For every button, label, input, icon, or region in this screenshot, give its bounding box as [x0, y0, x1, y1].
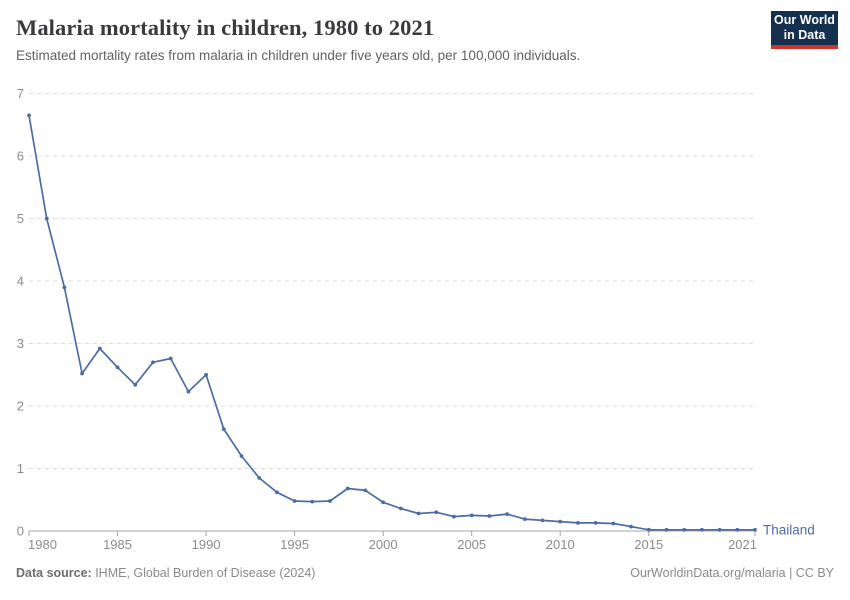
owid-logo[interactable]: Our World in Data	[771, 11, 838, 49]
y-tick-label: 3	[17, 336, 24, 351]
y-tick-label: 0	[17, 524, 24, 539]
x-tick-label: 2000	[369, 537, 398, 552]
data-point	[576, 521, 580, 525]
data-point	[44, 216, 49, 221]
data-point	[328, 499, 332, 503]
data-point	[239, 454, 244, 458]
chart-subtitle: Estimated mortality rates from malaria i…	[16, 48, 581, 63]
data-point	[62, 285, 67, 290]
data-source-value: IHME, Global Burden of Disease (2024)	[91, 566, 316, 580]
owid-logo-line2: in Data	[783, 28, 826, 42]
data-point	[310, 499, 315, 504]
data-point	[753, 527, 757, 532]
data-point	[133, 382, 138, 387]
data-point	[469, 513, 474, 518]
owid-logo-line1: Our World	[774, 13, 835, 27]
y-tick-label: 1	[17, 461, 24, 476]
data-point	[717, 527, 722, 532]
chart-header: Malaria mortality in children, 1980 to 2…	[16, 14, 740, 65]
data-source: Data source: IHME, Global Burden of Dise…	[16, 566, 315, 580]
y-tick-label: 4	[17, 274, 24, 289]
data-point	[682, 527, 687, 532]
data-point	[664, 527, 669, 532]
data-point	[399, 506, 403, 511]
data-point	[611, 521, 616, 526]
data-point	[540, 518, 545, 523]
data-point	[434, 510, 439, 515]
y-tick-label: 2	[17, 399, 24, 414]
data-point	[257, 476, 262, 480]
y-tick-label: 6	[17, 149, 24, 164]
data-point	[221, 427, 226, 431]
data-point	[487, 514, 492, 518]
data-point	[292, 499, 297, 503]
data-point	[416, 511, 421, 516]
x-tick-label: 1990	[192, 537, 221, 552]
data-point	[80, 371, 84, 376]
data-point	[186, 389, 191, 394]
data-point	[593, 521, 598, 525]
y-tick-label: 7	[17, 86, 24, 101]
chart-line	[28, 114, 756, 531]
data-point	[115, 365, 120, 370]
data-point	[151, 360, 155, 365]
entity-label[interactable]: Thailand	[763, 522, 815, 537]
data-source-label: Data source:	[16, 566, 92, 580]
data-point	[735, 527, 740, 532]
data-point	[275, 490, 279, 495]
y-tick-label: 5	[17, 211, 24, 226]
chart-footer: Data source: IHME, Global Burden of Dise…	[16, 566, 834, 580]
data-point	[168, 356, 173, 361]
data-point	[700, 527, 704, 532]
data-point	[363, 488, 368, 493]
data-point	[505, 512, 509, 516]
data-point	[381, 500, 385, 505]
x-tick-label: 2010	[546, 537, 575, 552]
data-point	[646, 527, 651, 532]
x-tick-label: 2005	[457, 537, 486, 552]
x-tick-label: 1985	[103, 537, 132, 552]
data-point	[345, 486, 350, 491]
x-tick-label: 1995	[280, 537, 309, 552]
data-point	[629, 524, 633, 529]
x-tick-label: 1980	[28, 537, 57, 552]
x-tick-label: 2015	[634, 537, 663, 552]
x-tick-label: 2021	[728, 537, 757, 552]
page-title: Malaria mortality in children, 1980 to 2…	[16, 15, 435, 40]
data-point	[97, 346, 102, 351]
data-point	[522, 517, 527, 521]
data-point	[558, 519, 563, 524]
credit-link[interactable]: OurWorldinData.org/malaria | CC BY	[630, 566, 834, 580]
data-point	[204, 372, 209, 377]
data-point	[27, 113, 31, 118]
data-point	[452, 514, 456, 519]
